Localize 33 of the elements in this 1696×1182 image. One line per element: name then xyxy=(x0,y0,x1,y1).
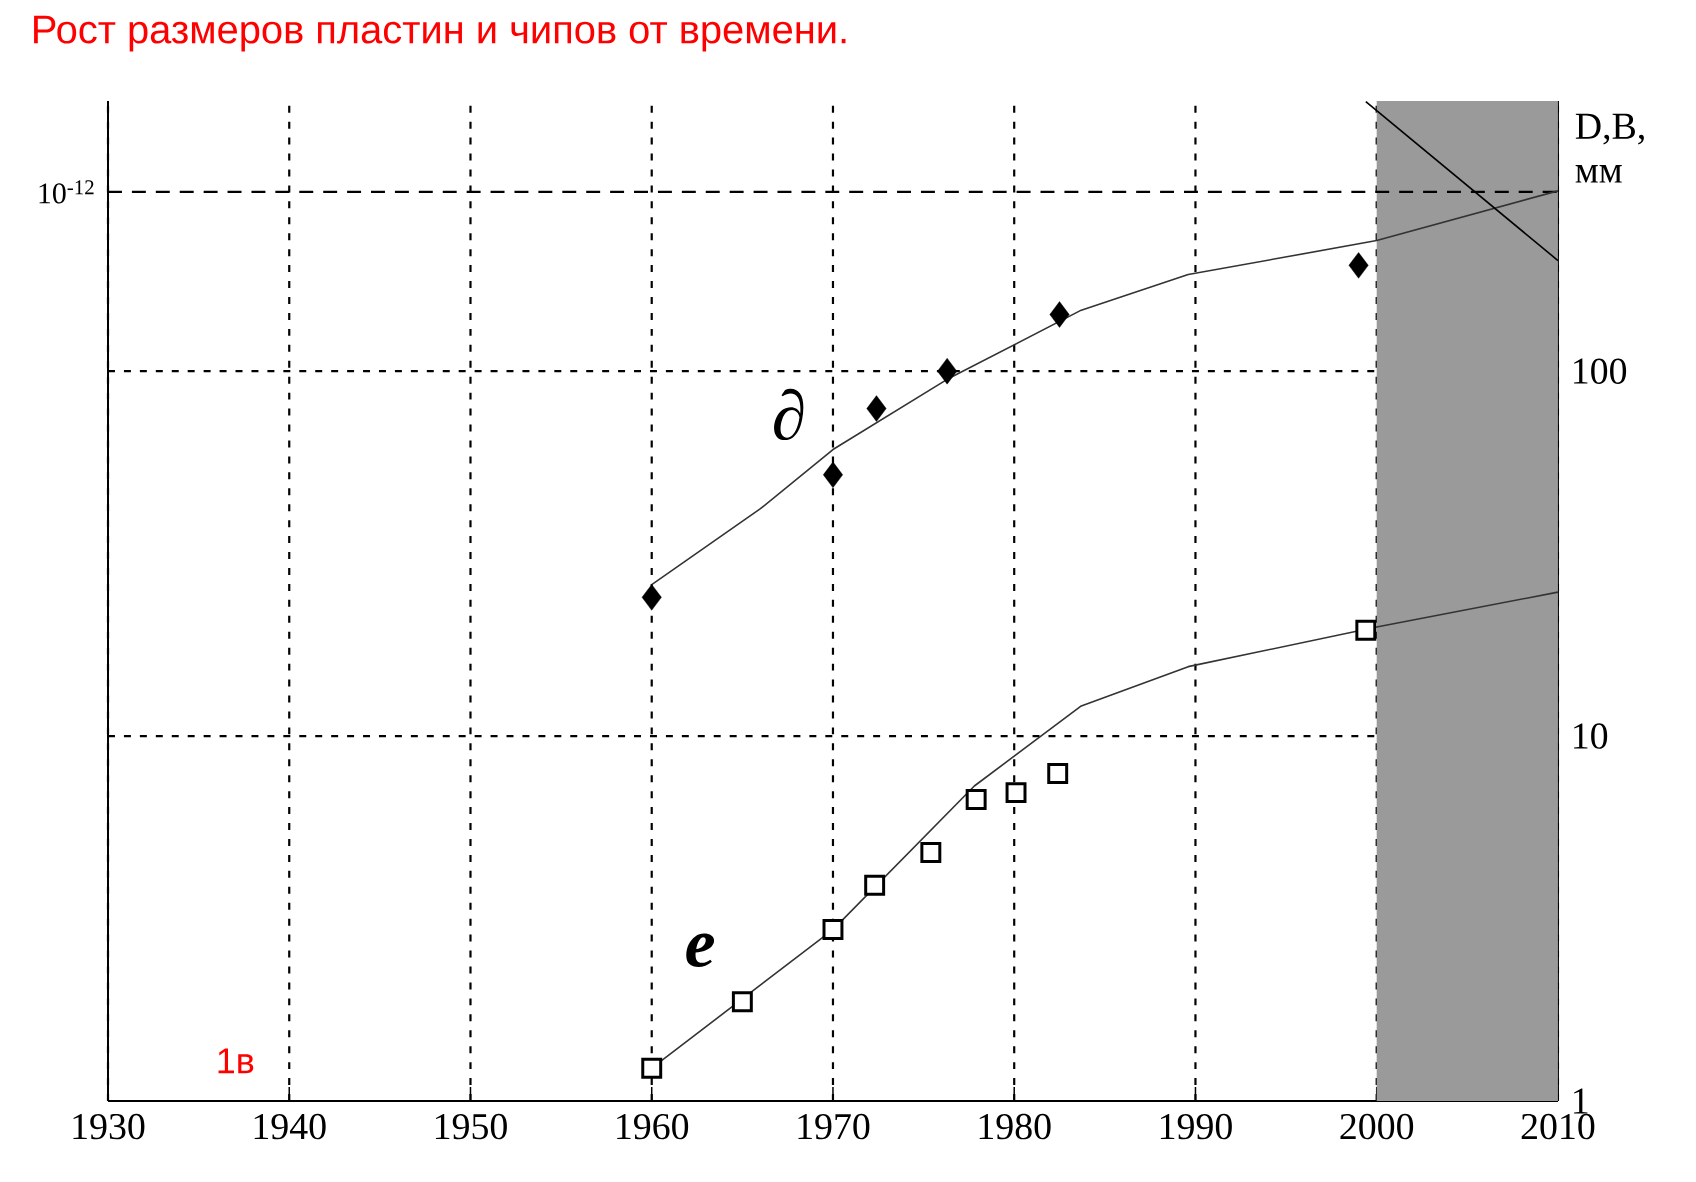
y-axis-title: D,B, мм xyxy=(1575,113,1644,183)
point xyxy=(866,395,887,422)
point xyxy=(1355,619,1377,641)
point xyxy=(1005,782,1027,804)
x-tick-label: 1940 xyxy=(254,1113,326,1140)
point xyxy=(822,919,844,941)
point xyxy=(965,789,987,811)
point xyxy=(920,841,942,863)
point xyxy=(641,584,662,611)
point xyxy=(937,358,958,385)
x-tick-label: 1980 xyxy=(979,1113,1051,1140)
series-label: ∂ xyxy=(774,388,804,441)
point xyxy=(1049,301,1070,328)
point xyxy=(1047,763,1069,784)
x-tick-label: 1950 xyxy=(435,1113,507,1140)
point xyxy=(731,991,753,1013)
annotation: 1в xyxy=(218,1048,254,1074)
y-tick-label: 10 xyxy=(1574,723,1608,749)
point xyxy=(1348,252,1369,279)
point xyxy=(641,1057,663,1079)
x-tick-label: 1960 xyxy=(617,1113,689,1140)
annotation: 10$^{-12}$ xyxy=(39,180,94,204)
y-tick-label: 1 xyxy=(1574,1088,1588,1114)
x-tick-label: 2010 xyxy=(1521,1113,1595,1140)
x-tick-label: 1970 xyxy=(798,1113,870,1140)
chart-title: Рост размеров пластин и чипов от времени. xyxy=(34,15,846,52)
x-tick-label: 1930 xyxy=(73,1113,145,1140)
point xyxy=(864,874,886,896)
y-tick-label: 100 xyxy=(1574,358,1627,384)
point xyxy=(823,461,843,488)
series-label: e xyxy=(686,933,715,968)
x-tick-label: 2000 xyxy=(1340,1113,1414,1140)
x-tick-label: 1990 xyxy=(1160,1113,1232,1140)
